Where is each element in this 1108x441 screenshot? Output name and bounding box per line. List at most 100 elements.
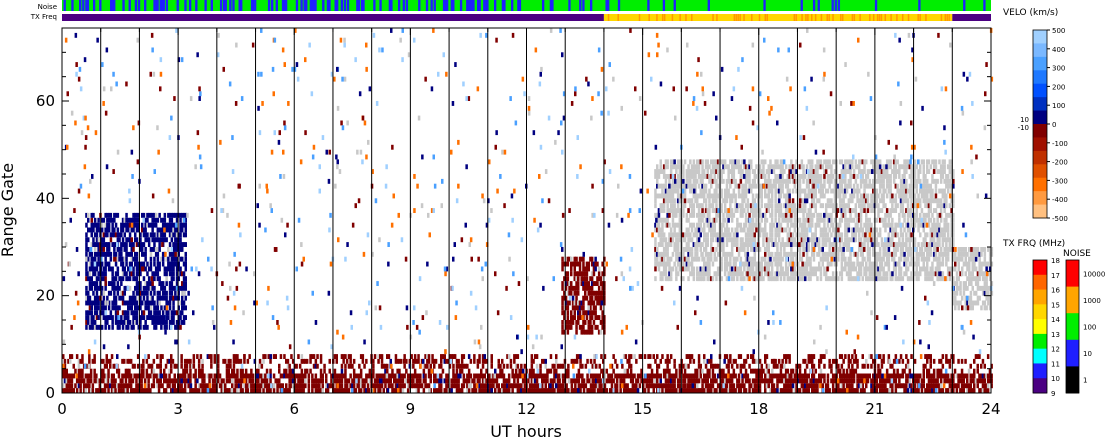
data-cell	[147, 266, 151, 272]
data-cell	[807, 261, 810, 267]
data-cell	[889, 227, 892, 233]
data-cell	[770, 276, 774, 282]
data-cell	[197, 383, 201, 389]
data-cell	[786, 276, 790, 282]
data-cell	[762, 212, 765, 218]
data-cell	[690, 164, 694, 170]
data-cell	[177, 276, 180, 282]
data-cell	[821, 183, 824, 189]
data-cell	[758, 247, 762, 252]
data-cell	[948, 178, 952, 184]
data-cell	[791, 276, 795, 282]
data-cell	[156, 295, 160, 301]
data-cell	[654, 237, 657, 243]
data-cell	[668, 222, 671, 228]
data-cell	[840, 266, 844, 272]
data-cell	[662, 193, 666, 199]
data-cell	[225, 378, 229, 384]
data-cell	[957, 300, 960, 306]
data-cell	[948, 159, 952, 165]
data-cell	[910, 251, 913, 257]
data-cell	[948, 183, 952, 189]
data-cell	[868, 256, 871, 262]
data-cell	[809, 212, 812, 218]
noise-bar-segment	[223, 0, 226, 11]
data-cell	[760, 261, 763, 267]
data-cell	[746, 227, 750, 233]
data-cell	[837, 256, 840, 262]
data-cell	[659, 276, 662, 282]
data-cell	[690, 271, 694, 277]
data-cell	[697, 256, 701, 262]
data-cell	[744, 261, 748, 267]
noise-bar-segment	[470, 0, 474, 11]
noise-bar-segment	[837, 0, 841, 11]
data-cell	[971, 261, 974, 267]
data-cell	[955, 276, 959, 282]
data-cell	[149, 388, 152, 393]
data-cell	[657, 169, 661, 174]
data-cell	[946, 251, 950, 257]
data-cell	[165, 266, 168, 272]
data-cell	[758, 276, 762, 282]
data-cell	[913, 169, 917, 174]
data-cell	[694, 242, 697, 247]
data-cell	[690, 237, 694, 243]
data-cell	[106, 261, 109, 267]
data-cell	[727, 212, 730, 218]
data-cell	[983, 285, 987, 291]
data-cell	[774, 276, 777, 282]
data-cell	[673, 247, 676, 252]
data-cell	[936, 232, 939, 238]
data-cell	[973, 251, 976, 257]
data-cell	[210, 363, 213, 369]
data-cell	[760, 159, 763, 165]
data-cell	[767, 169, 770, 174]
data-cell	[257, 388, 260, 393]
data-cell	[678, 266, 682, 272]
data-cell	[823, 232, 826, 238]
data-cell	[725, 261, 729, 267]
noise-bar-segment	[122, 0, 125, 11]
data-cell	[844, 232, 847, 238]
data-cell	[729, 237, 732, 243]
data-cell	[926, 164, 929, 170]
data-cell	[770, 169, 774, 174]
data-cell	[750, 256, 753, 262]
data-cell	[98, 383, 102, 389]
data-cell	[93, 310, 97, 316]
data-cell	[236, 378, 239, 384]
data-cell	[811, 193, 814, 199]
data-cell	[117, 388, 121, 393]
data-cell	[107, 251, 111, 257]
data-cell	[800, 159, 804, 165]
data-cell	[361, 383, 365, 389]
data-cell	[877, 276, 880, 282]
data-cell	[123, 300, 126, 306]
data-cell	[93, 358, 96, 364]
data-cell	[396, 383, 399, 389]
data-cell	[872, 188, 875, 194]
data-cell	[95, 305, 99, 311]
data-cell	[821, 242, 824, 247]
data-cell	[898, 276, 901, 282]
data-cell	[699, 174, 702, 179]
data-cell	[116, 271, 120, 277]
data-cell	[262, 378, 265, 384]
data-cell	[838, 159, 842, 165]
data-cell	[706, 232, 709, 238]
data-cell	[842, 198, 845, 204]
data-cell	[89, 378, 93, 384]
data-cell	[809, 217, 812, 223]
data-cell	[314, 358, 318, 364]
data-cell	[116, 227, 120, 233]
data-cell	[795, 256, 798, 262]
data-cell	[661, 183, 664, 189]
data-cell	[654, 242, 657, 247]
data-cell	[659, 242, 662, 247]
data-cell	[161, 237, 165, 243]
data-cell	[859, 198, 863, 204]
data-cell	[668, 276, 671, 282]
data-cell	[741, 188, 744, 194]
data-cell	[894, 169, 898, 174]
